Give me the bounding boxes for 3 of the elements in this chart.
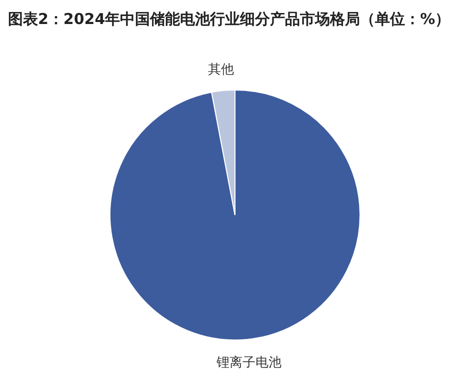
chart-title: 图表2：2024年中国储能电池行业细分产品市场格局（单位：%） <box>8 10 450 28</box>
slice-label: 其他 <box>208 62 234 78</box>
slice-label: 锂离子电池 <box>215 354 282 370</box>
